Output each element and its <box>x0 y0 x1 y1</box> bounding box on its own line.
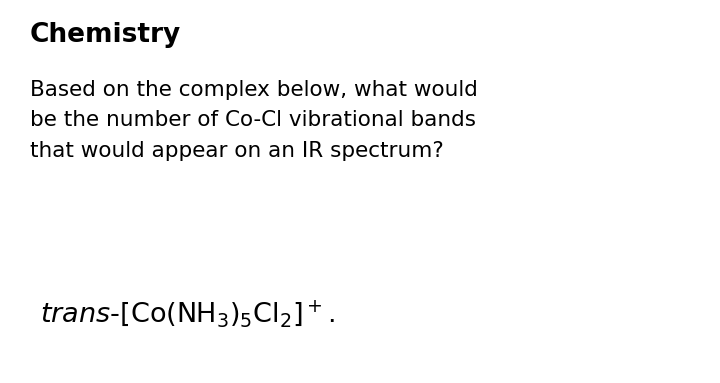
Text: $\mathit{trans}$-[Co(NH$_3$)$_5$Cl$_2$]$^+$.: $\mathit{trans}$-[Co(NH$_3$)$_5$Cl$_2$]$… <box>40 298 335 329</box>
Text: Chemistry: Chemistry <box>30 22 181 48</box>
Text: Based on the complex below, what would
be the number of Co-Cl vibrational bands
: Based on the complex below, what would b… <box>30 80 478 161</box>
